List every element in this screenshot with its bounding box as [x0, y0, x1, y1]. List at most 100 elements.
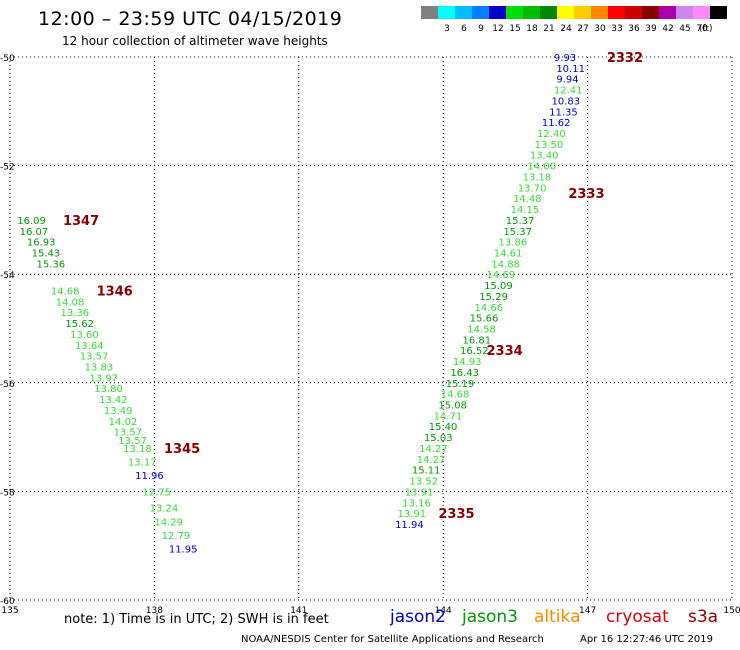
page-title: 12:00 – 23:59 UTC 04/15/2019 — [38, 8, 343, 30]
swh-value: 13.49 — [104, 406, 133, 417]
scale-label: 21 — [543, 24, 555, 34]
swh-value: 13.18 — [123, 444, 152, 455]
scale-swatch — [455, 6, 472, 19]
scale-swatch — [693, 6, 710, 19]
swh-value: 13.80 — [94, 384, 123, 395]
swh-value: 10.83 — [552, 96, 581, 107]
scale-label: 27 — [577, 24, 589, 34]
swh-value: 14.08 — [56, 297, 85, 308]
swh-value: 14.71 — [434, 411, 463, 422]
scale-swatch — [642, 6, 659, 19]
swh-value: 14.68 — [441, 390, 470, 401]
scale-swatch — [438, 6, 455, 19]
lat-tick-label: -52 — [0, 163, 15, 173]
swh-value: 13.16 — [402, 498, 431, 509]
scale-label: 3 — [444, 24, 450, 34]
scale-swatch — [574, 6, 591, 19]
scale-swatch — [540, 6, 557, 19]
swh-value: 14.88 — [491, 259, 520, 270]
swh-value: 13.50 — [535, 140, 564, 151]
swh-value: 14.58 — [467, 325, 496, 336]
swh-value: 12.75 — [142, 487, 171, 498]
lon-tick-label: 141 — [290, 606, 307, 616]
scale-swatch — [557, 6, 574, 19]
swh-value: 14.48 — [513, 194, 542, 205]
swh-value: 14.61 — [494, 248, 523, 259]
swh-value: 15.11 — [412, 466, 441, 477]
swh-value: 11.95 — [169, 544, 198, 555]
swh-value: 15.43 — [32, 248, 61, 259]
scale-swatch — [591, 6, 608, 19]
lat-tick-label: -56 — [0, 380, 15, 390]
scale-label: 12 — [492, 24, 504, 34]
lon-tick-label: 150 — [723, 606, 740, 616]
swh-value: 16.81 — [462, 335, 491, 346]
swh-value: 14.02 — [109, 417, 138, 428]
generation-timestamp: Apr 16 12:27:46 UTC 2019 — [580, 634, 713, 645]
lon-tick-label: 144 — [435, 606, 452, 616]
scale-label: 36 — [628, 24, 640, 34]
pass-time-label: 2334 — [487, 344, 523, 359]
swh-value: 9.93 — [554, 53, 576, 64]
scale-label: 24 — [560, 24, 572, 34]
swh-value: 15.36 — [36, 259, 65, 270]
swh-value: 10.11 — [556, 64, 585, 75]
lat-tick-label: -50 — [0, 54, 15, 64]
scale-swatch — [421, 6, 438, 19]
lon-tick-label: 135 — [1, 606, 18, 616]
lon-tick-label: 147 — [579, 606, 596, 616]
swh-value: 13.57 — [118, 436, 147, 447]
satellite-jason2: jason2 — [390, 607, 446, 627]
swh-value: 15.37 — [503, 227, 532, 238]
swh-value: 13.83 — [85, 363, 114, 374]
scale-swatch — [523, 6, 540, 19]
scale-label: 9 — [478, 24, 484, 34]
scale-swatch — [676, 6, 693, 19]
swh-value: 13.57 — [113, 428, 142, 439]
lat-tick-label: -58 — [0, 488, 15, 498]
swh-value: 16.52 — [460, 346, 489, 357]
swh-value: 13.18 — [523, 172, 552, 183]
scale-unit: (ft) — [699, 24, 713, 34]
scale-swatch — [625, 6, 642, 19]
swh-value: 14.66 — [474, 303, 503, 314]
swh-value: 13.52 — [410, 477, 439, 488]
swh-value: 13.60 — [70, 330, 99, 341]
swh-value: 13.91 — [405, 487, 434, 498]
swh-value: 15.29 — [479, 292, 508, 303]
swh-value: 13.57 — [80, 352, 109, 363]
swh-value: 16.09 — [17, 216, 46, 227]
scale-label: 30 — [594, 24, 606, 34]
swh-value: 11.62 — [542, 118, 571, 129]
swh-value: 15.40 — [429, 422, 458, 433]
swh-value: 14.93 — [453, 357, 482, 368]
scale-swatch — [489, 6, 506, 19]
swh-value: 13.17 — [128, 458, 157, 469]
lat-tick-label: -54 — [0, 271, 15, 281]
lon-tick-label: 138 — [146, 606, 163, 616]
swh-value: 9.94 — [556, 75, 578, 86]
satellite-jason3: jason3 — [462, 607, 518, 627]
swh-value: 12.41 — [554, 86, 583, 97]
scale-swatch — [710, 6, 727, 19]
pass-time-label: 2332 — [607, 51, 643, 66]
pass-time-label: 2335 — [438, 507, 474, 522]
scale-label: 33 — [611, 24, 623, 34]
lat-tick-label: -60 — [0, 597, 15, 607]
swh-value: 15.37 — [506, 216, 535, 227]
pass-time-label: 1345 — [164, 442, 200, 457]
scale-label: 15 — [509, 24, 521, 34]
footnote: note: 1) Time is in UTC; 2) SWH is in fe… — [64, 612, 329, 627]
swh-value: 13.24 — [150, 504, 179, 515]
swh-value: 15.62 — [65, 319, 94, 330]
swh-value: 13.86 — [499, 238, 528, 249]
pass-time-label: 1347 — [63, 214, 99, 229]
swh-value: 11.35 — [549, 107, 578, 118]
swh-value: 14.69 — [487, 270, 516, 281]
satellite-altika: altika — [534, 607, 581, 627]
swh-value: 16.43 — [450, 368, 479, 379]
scale-swatch — [659, 6, 676, 19]
swh-value: 13.40 — [530, 151, 559, 162]
swh-value: 11.96 — [135, 471, 164, 482]
swh-value: 13.70 — [518, 183, 547, 194]
